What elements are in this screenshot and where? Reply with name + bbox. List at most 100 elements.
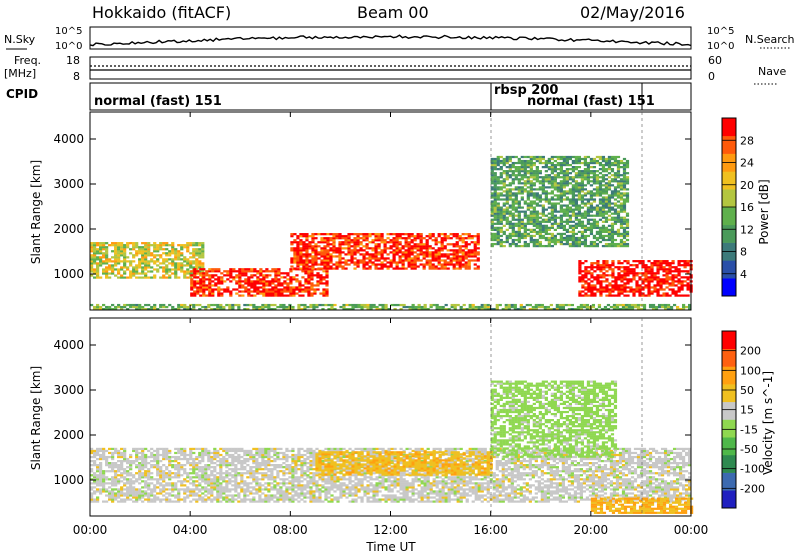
power-echo-cell-3 xyxy=(616,161,621,165)
power-echo-cell-3 xyxy=(559,155,563,159)
power-echo-cell-3 xyxy=(553,242,557,246)
power-echo-cell-4 xyxy=(641,294,645,297)
power-echo-cell-5 xyxy=(228,303,232,307)
power-echo-cell-5 xyxy=(249,303,253,307)
power-echo-cell-4 xyxy=(590,284,594,287)
power-echo-cell-2 xyxy=(311,265,315,268)
power-echo-cell-4 xyxy=(623,290,627,293)
power-echo-cell-4 xyxy=(620,262,624,265)
power-echo-cell-3 xyxy=(622,170,627,173)
power-echo-cell-3 xyxy=(538,196,542,199)
power-echo-cell-1 xyxy=(268,288,272,291)
power-echo-cell-3 xyxy=(523,161,527,165)
power-echo-cell-3 xyxy=(616,200,621,203)
power-echo-cell-1 xyxy=(253,288,257,291)
power-echo-cell-3 xyxy=(601,226,606,229)
power-echo-cell-3 xyxy=(622,184,627,187)
power-echo-cell-3 xyxy=(493,228,497,232)
power-echo-cell-5 xyxy=(267,303,271,307)
power-echo-cell-2 xyxy=(353,267,357,270)
velocity-echo-cell-0 xyxy=(135,498,139,501)
power-echo-cell-3 xyxy=(559,184,563,187)
power-echo-cell-3 xyxy=(523,176,527,179)
power-echo-cell-2 xyxy=(413,265,417,268)
power-echo-cell-2 xyxy=(443,255,447,258)
power-y-tick-label: 4000 xyxy=(53,132,84,146)
power-echo-cell-5 xyxy=(261,307,265,311)
power-echo-cell-4 xyxy=(581,262,585,265)
power-echo-cell-0 xyxy=(180,258,184,261)
power-echo-cell-2 xyxy=(326,257,330,260)
power-echo-cell-5 xyxy=(234,303,238,307)
power-echo-cell-3 xyxy=(505,178,509,181)
power-echo-cell-2 xyxy=(422,253,426,256)
power-echo-cell-5 xyxy=(513,307,517,311)
power-echo-cell-3 xyxy=(544,198,548,201)
power-echo-cell-4 xyxy=(665,264,669,267)
velocity-echo-cell-0 xyxy=(147,455,151,459)
power-echo-cell-0 xyxy=(114,254,118,257)
power-echo-cell-1 xyxy=(214,284,218,287)
power-echo-cell-3 xyxy=(535,196,539,199)
power-echo-cell-1 xyxy=(313,274,317,277)
power-echo-cell-4 xyxy=(620,292,624,295)
power-echo-cell-3 xyxy=(604,178,609,181)
power-echo-cell-2 xyxy=(458,265,462,268)
power-echo-cell-0 xyxy=(171,260,175,263)
power-echo-cell-2 xyxy=(413,239,417,242)
velocity-echo-cell-0 xyxy=(231,455,235,459)
velocity-echo-cell-0 xyxy=(159,468,163,471)
power-echo-cell-3 xyxy=(583,170,588,173)
power-echo-cell-2 xyxy=(389,263,393,266)
power-echo-cell-1 xyxy=(325,272,329,275)
power-echo-cell-5 xyxy=(675,305,680,309)
power-echo-cell-4 xyxy=(680,286,684,289)
power-echo-cell-4 xyxy=(602,280,606,283)
power-echo-cell-0 xyxy=(147,266,151,269)
velocity-echo-cell-0 xyxy=(108,494,112,497)
power-echo-cell-3 xyxy=(610,157,615,161)
power-echo-cell-2 xyxy=(323,265,327,268)
power-echo-cell-3 xyxy=(583,204,588,207)
velocity-echo-cell-0 xyxy=(111,466,115,469)
power-echo-cell-3 xyxy=(595,226,600,229)
power-echo-cell-3 xyxy=(601,244,606,248)
power-echo-cell-5 xyxy=(300,307,304,311)
power-echo-cell-3 xyxy=(583,226,588,229)
power-echo-cell-4 xyxy=(665,260,669,263)
velocity-echo-cell-0 xyxy=(168,457,172,461)
power-echo-cell-3 xyxy=(610,216,615,219)
power-echo-cell-3 xyxy=(511,180,515,183)
power-echo-cell-2 xyxy=(389,247,393,250)
power-echo-cell-2 xyxy=(383,243,387,246)
power-echo-cell-3 xyxy=(523,214,527,217)
power-echo-cell-2 xyxy=(290,259,294,262)
velocity-echo-cell-0 xyxy=(120,476,124,479)
power-echo-cell-2 xyxy=(311,261,315,264)
power-echo-cell-1 xyxy=(202,268,206,271)
power-echo-cell-2 xyxy=(455,241,459,244)
power-echo-cell-5 xyxy=(489,307,493,311)
velocity-echo-cell-0 xyxy=(96,484,100,487)
velocity-echo-cell-0 xyxy=(90,447,94,451)
power-echo-cell-2 xyxy=(362,237,366,240)
power-echo-cell-3 xyxy=(508,242,512,246)
velocity-echo-cell-0 xyxy=(207,449,211,453)
power-echo-cell-1 xyxy=(325,276,329,279)
velocity-echo-cell-0 xyxy=(126,486,130,489)
velocity-echo-cell-0 xyxy=(96,466,100,469)
power-echo-cell-1 xyxy=(301,288,305,291)
power-echo-cell-0 xyxy=(153,276,157,279)
power-echo-cell-2 xyxy=(371,247,375,250)
velocity-echo-cell-0 xyxy=(180,498,184,501)
power-echo-cell-3 xyxy=(580,206,585,209)
power-echo-cell-1 xyxy=(226,290,230,293)
power-echo-cell-2 xyxy=(455,263,459,266)
power-echo-cell-4 xyxy=(644,286,648,289)
power-echo-cell-0 xyxy=(117,258,121,261)
velocity-echo-cell-0 xyxy=(189,488,193,491)
velocity-echo-cell-0 xyxy=(189,476,193,479)
power-echo-cell-0 xyxy=(141,260,145,263)
power-echo-cell-1 xyxy=(286,288,290,291)
power-echo-cell-3 xyxy=(598,163,603,167)
